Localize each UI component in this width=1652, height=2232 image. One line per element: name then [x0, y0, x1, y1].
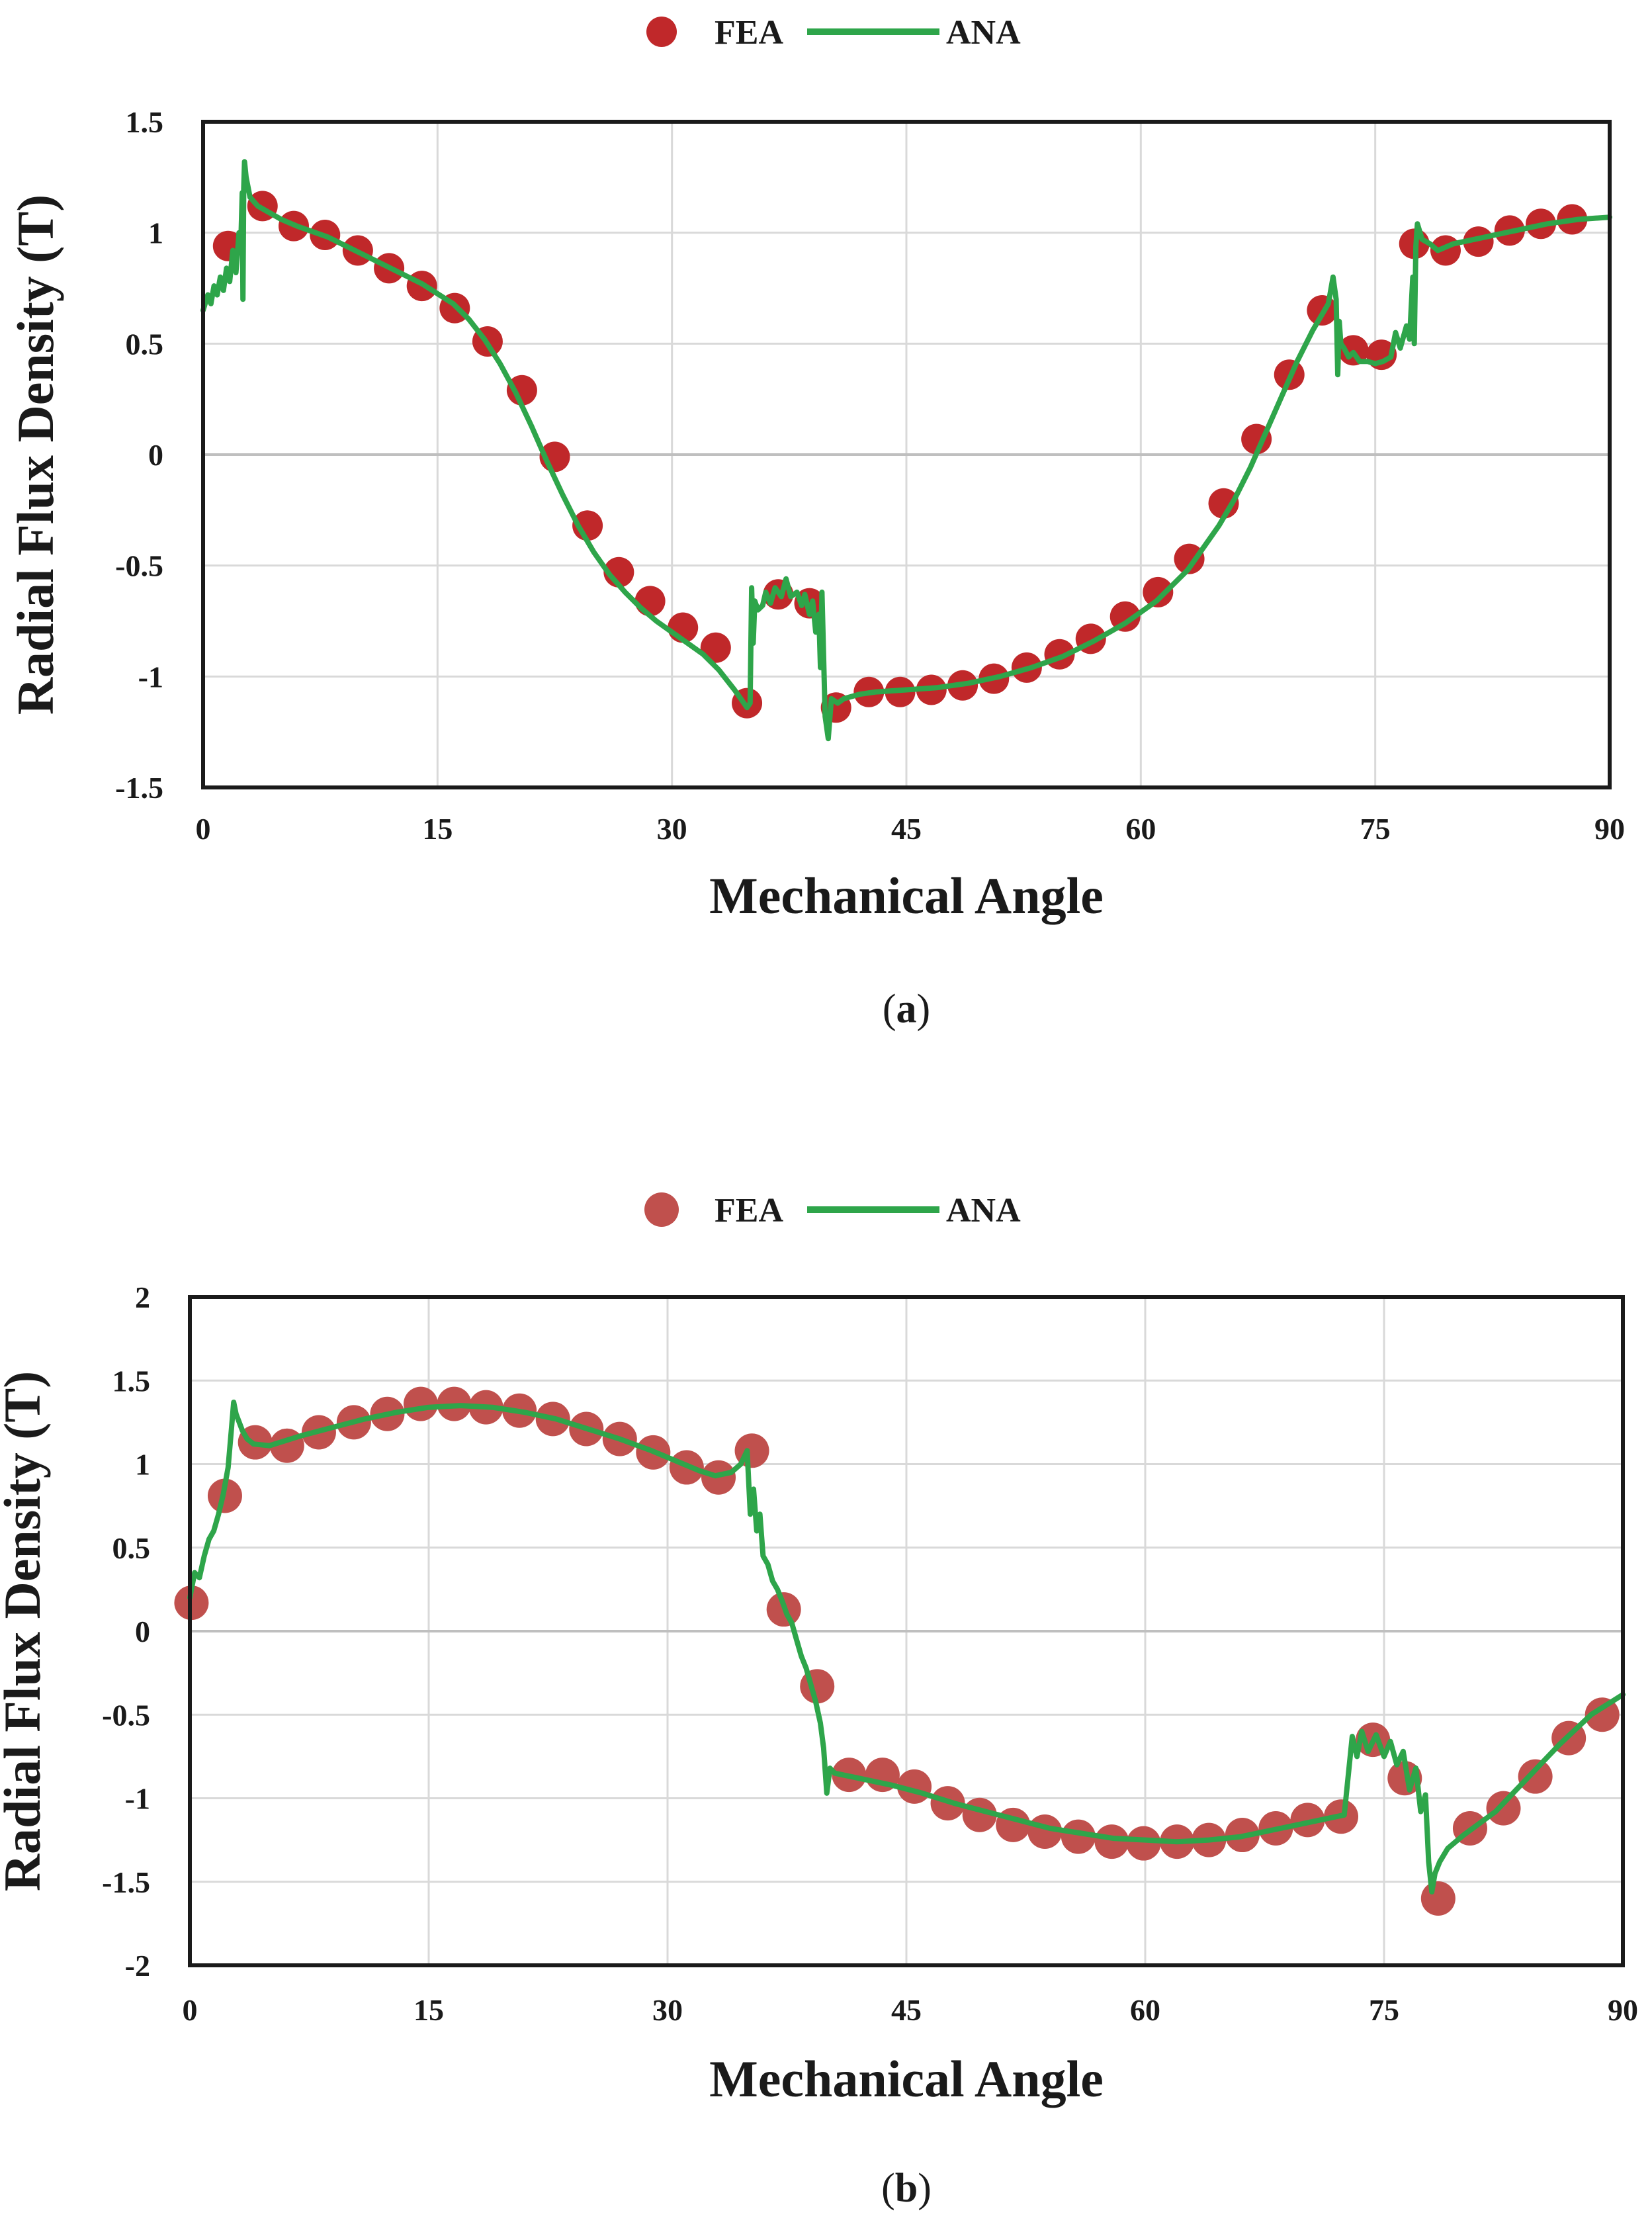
chart-b-ytick-label-5: -0.5 — [102, 1698, 150, 1732]
chart-a-ana-line — [200, 159, 1612, 742]
chart-b-fea-point-28 — [1094, 1824, 1129, 1859]
chart-a-legend-fea-label: FEA — [715, 14, 783, 52]
chart-b-fea-point-29 — [1126, 1826, 1161, 1861]
chart-a-caption-open: ( — [883, 987, 896, 1032]
chart-b-ytick-label-4: 0 — [135, 1615, 150, 1648]
chart-a-ytick-label-3: 0 — [148, 438, 163, 472]
chart-a-fea-point-13 — [634, 586, 666, 617]
chart-a-fea-point-28 — [1109, 601, 1141, 632]
chart-a-legend: FEA ANA — [646, 14, 1021, 52]
chart-b: 0 15 30 45 60 75 90 2 1.5 1 0.5 0 -0.5 -1 -1.5 -2 Mechan… — [0, 1192, 1638, 2211]
chart-a-caption: (a) — [883, 987, 930, 1032]
chart-a-fea-point-9 — [506, 375, 537, 406]
chart-b-ytick-label-1: 1.5 — [112, 1364, 151, 1398]
chart-a-fea-point-15 — [700, 632, 731, 663]
chart-b-legend: FEA ANA — [644, 1192, 1021, 1229]
chart-b-xtick-label-6: 90 — [1608, 1993, 1638, 2027]
chart-b-caption-open: ( — [881, 2166, 895, 2211]
chart-a-fea-point-39 — [1463, 226, 1494, 257]
chart-a-xtick-label-6: 90 — [1594, 812, 1625, 846]
chart-a-xtick-label-4: 60 — [1125, 812, 1156, 846]
chart-b-xtick-label-5: 75 — [1369, 1993, 1399, 2027]
chart-b-fea-point-41 — [1518, 1759, 1553, 1794]
chart-b-caption-letter: b — [895, 2166, 918, 2211]
chart-b-xtick-label-0: 0 — [183, 1993, 198, 2027]
chart-a-ytick-label-5: -1 — [138, 660, 163, 693]
chart-b-legend-ana-label: ANA — [946, 1192, 1021, 1229]
chart-a-fea-point-31 — [1208, 488, 1239, 519]
chart-a-ytick-label-0: 1.5 — [126, 105, 164, 139]
chart-a-fea-point-30 — [1174, 543, 1205, 574]
chart-b-plot-frame — [188, 1295, 1625, 1967]
chart-b-legend-fea-label: FEA — [715, 1192, 783, 1229]
chart-b-ytick-label-2: 1 — [135, 1448, 150, 1482]
chart-b-ytick-label-3: 0.5 — [112, 1531, 151, 1565]
chart-b-xtick-label-3: 45 — [891, 1993, 922, 2027]
chart-a-plot-frame — [201, 120, 1612, 789]
chart-b-caption-close: ) — [918, 2166, 932, 2211]
chart-b-xtick-label-4: 60 — [1130, 1993, 1160, 2027]
chart-a-ytick-label-2: 0.5 — [126, 327, 164, 361]
chart-a-fea-point-29 — [1143, 576, 1174, 607]
chart-a-legend-fea-marker — [646, 17, 677, 47]
chart-b-ytick-label-8: -2 — [125, 1949, 150, 1983]
chart-a-x-axis-title: Mechanical Angle — [709, 867, 1104, 924]
chart-b-caption: (b) — [881, 2166, 932, 2211]
chart-b-fea-point-43 — [1585, 1697, 1620, 1732]
chart-a-caption-letter: a — [896, 987, 917, 1032]
chart-b-fea-point-7 — [403, 1386, 438, 1421]
chart-b-ytick-label-6: -1 — [125, 1782, 150, 1816]
chart-a-xtick-label-5: 75 — [1360, 812, 1391, 846]
chart-b-y-axis-title: Radial Flux Density (T) — [0, 1371, 51, 1892]
chart-b-legend-fea-marker — [644, 1192, 679, 1227]
chart-b-fea-point-38 — [1420, 1881, 1456, 1916]
chart-b-fea-point-27 — [1061, 1819, 1096, 1854]
chart-a-ytick-label-6: -1.5 — [115, 771, 163, 805]
chart-b-fea-point-40 — [1486, 1791, 1521, 1826]
chart-b-ytick-label-0: 2 — [135, 1280, 150, 1314]
chart-b-xtick-label-1: 15 — [413, 1993, 444, 2027]
chart-a-xtick-label-0: 0 — [196, 812, 211, 846]
chart-a-ytick-label-4: -0.5 — [115, 549, 163, 583]
chart-a-caption-close: ) — [917, 987, 931, 1032]
chart-b-x-axis-title: Mechanical Angle — [709, 2050, 1104, 2108]
chart-b-xtick-label-2: 30 — [652, 1993, 683, 2027]
chart-b-ana-line — [187, 1400, 1626, 1895]
chart-a-xtick-label-1: 15 — [422, 812, 453, 846]
chart-a-ytick-label-1: 1 — [148, 216, 163, 250]
chart-a-xtick-label-3: 45 — [891, 812, 922, 846]
chart-b-ytick-label-7: -1.5 — [102, 1865, 150, 1899]
chart-a: 0 15 30 45 60 75 90 1.5 1 0.5 0 -0.5 -1 -1.5 Mechanica… — [7, 14, 1625, 1032]
chart-a-y-axis-title: Radial Flux Density (T) — [7, 195, 64, 715]
chart-a-xtick-label-2: 30 — [657, 812, 687, 846]
chart-a-legend-ana-label: ANA — [946, 14, 1021, 52]
